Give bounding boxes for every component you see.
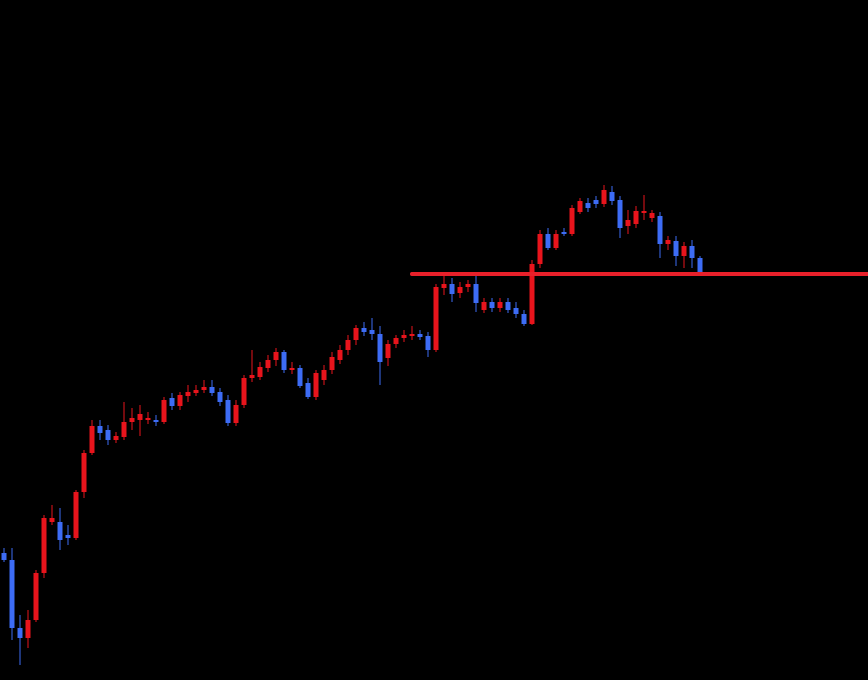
candle-body: [353, 328, 359, 340]
candle-body: [185, 392, 191, 396]
candle-body: [401, 335, 407, 338]
candle-body: [545, 234, 551, 248]
candle-body: [113, 436, 119, 440]
candle-body: [489, 302, 495, 308]
candle-body: [1, 553, 7, 560]
candle-body: [385, 344, 391, 358]
candle-body: [505, 302, 511, 310]
candle-body: [369, 330, 375, 334]
candle-body: [321, 370, 327, 380]
candle-body: [313, 373, 319, 397]
candle-body: [601, 190, 607, 204]
candle-body: [481, 302, 487, 310]
candle-body: [129, 418, 135, 422]
candle-body: [409, 334, 415, 336]
candle-body: [441, 284, 447, 288]
candle-body: [177, 395, 183, 406]
candle-body: [65, 535, 71, 538]
candle-body: [689, 246, 695, 258]
candle-body: [673, 241, 679, 256]
candle-body: [137, 414, 143, 420]
candle-body: [449, 284, 455, 294]
candle-body: [73, 492, 79, 538]
candle-body: [265, 360, 271, 368]
candle-body: [617, 200, 623, 228]
candle-body: [201, 387, 207, 390]
candle-body: [633, 211, 639, 224]
candle-body: [97, 426, 103, 433]
candle-body: [121, 422, 127, 437]
candle-body: [289, 368, 295, 370]
candle-body: [193, 390, 199, 393]
candle-body: [593, 200, 599, 204]
candle-body: [281, 352, 287, 370]
candle-body: [433, 287, 439, 350]
candle-body: [209, 387, 215, 393]
candle-body: [273, 352, 279, 360]
candle-body: [169, 398, 175, 406]
candle-body: [473, 284, 479, 303]
candle-body: [305, 383, 311, 397]
candle-body: [105, 430, 111, 440]
candle-body: [649, 213, 655, 218]
candle-body: [249, 375, 255, 378]
candle-body: [569, 208, 575, 234]
candle-body: [641, 211, 647, 213]
candle-body: [145, 418, 151, 420]
candle-body: [585, 203, 591, 208]
candle-body: [425, 336, 431, 350]
candle-body: [457, 287, 463, 293]
candle-body: [225, 400, 231, 423]
candle-body: [257, 367, 263, 377]
candle-body: [609, 192, 615, 201]
candle-body: [153, 420, 159, 422]
candle-body: [161, 400, 167, 422]
candle-body: [9, 560, 15, 628]
candle-body: [337, 350, 343, 360]
candle-body: [665, 240, 671, 244]
candle-body: [537, 234, 543, 264]
candle-body: [417, 334, 423, 337]
candle-body: [33, 573, 39, 620]
candle-body: [521, 314, 527, 324]
candle-body: [25, 620, 31, 638]
candle-body: [577, 201, 583, 212]
candle-body: [497, 302, 503, 308]
candle-body: [329, 357, 335, 370]
candle-body: [217, 392, 223, 402]
candle-body: [377, 334, 383, 362]
candle-body: [361, 328, 367, 332]
candle-body: [49, 518, 55, 522]
candle-body: [17, 628, 23, 638]
candle-body: [89, 426, 95, 453]
candle-body: [297, 368, 303, 386]
candle-body: [465, 284, 471, 287]
candle-body: [529, 264, 535, 324]
candle-body: [681, 246, 687, 256]
candle-body: [41, 518, 47, 573]
candle-body: [57, 522, 63, 540]
candle-body: [393, 338, 399, 344]
candle-body: [241, 378, 247, 405]
candle-body: [81, 453, 87, 492]
candle-body: [345, 340, 351, 350]
candle-body: [697, 258, 703, 272]
candle-body: [233, 405, 239, 423]
candle-body: [625, 220, 631, 226]
candle-body: [561, 232, 567, 234]
candle-body: [553, 234, 559, 248]
candle-body: [657, 216, 663, 244]
candle-body: [513, 308, 519, 314]
